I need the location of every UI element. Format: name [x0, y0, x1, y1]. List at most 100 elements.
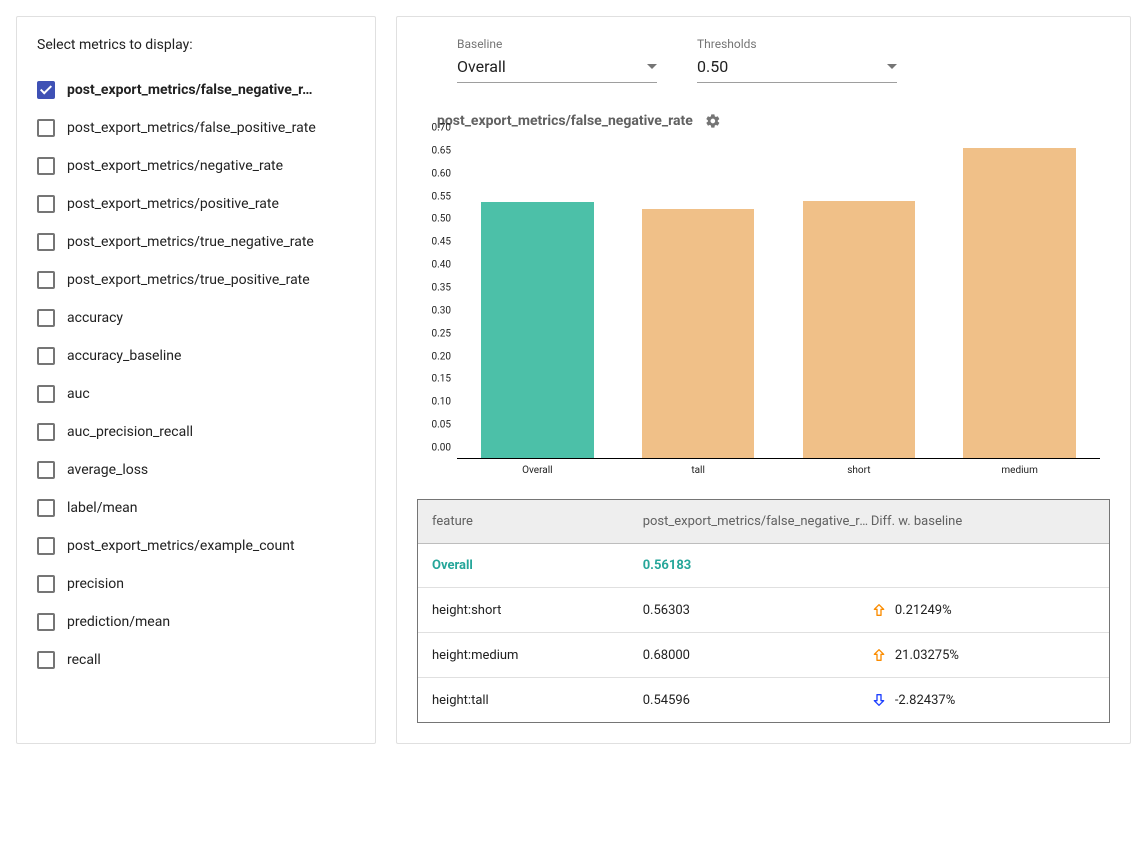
cell-metric: 0.54596	[643, 693, 871, 708]
cell-feature: height:tall	[428, 693, 643, 708]
y-tick: 0.15	[432, 374, 452, 385]
sidebar-title: Select metrics to display:	[37, 37, 355, 53]
diff-value: 0.21249%	[895, 603, 952, 618]
y-tick: 0.65	[432, 145, 452, 156]
metric-item[interactable]: auc_precision_recall	[37, 413, 355, 451]
metric-item[interactable]: recall	[37, 641, 355, 679]
cell-diff: 21.03275%	[871, 647, 1099, 663]
metric-label: post_export_metrics/positive_rate	[67, 196, 279, 212]
checkbox[interactable]	[37, 119, 55, 137]
checkbox[interactable]	[37, 233, 55, 251]
metric-list: post_export_metrics/false_negative_r…pos…	[37, 71, 355, 679]
metric-label: post_export_metrics/true_positive_rate	[67, 272, 310, 288]
main-panel: Baseline Overall Thresholds 0.50 post_ex…	[396, 16, 1131, 744]
checkbox[interactable]	[37, 499, 55, 517]
baseline-value: Overall	[457, 57, 506, 76]
metric-item[interactable]: post_export_metrics/true_negative_rate	[37, 223, 355, 261]
chart-bar[interactable]	[642, 209, 755, 458]
x-label: Overall	[522, 465, 552, 476]
chart-title: post_export_metrics/false_negative_rate	[437, 113, 693, 129]
table-row[interactable]: Overall0.56183	[418, 544, 1109, 588]
metric-label: post_export_metrics/false_positive_rate	[67, 120, 316, 136]
col-metric: post_export_metrics/false_negative_rat…	[643, 514, 871, 529]
table-row[interactable]: height:tall0.54596-2.82437%	[418, 678, 1109, 722]
checkbox[interactable]	[37, 613, 55, 631]
y-tick: 0.45	[432, 237, 452, 248]
checkbox[interactable]	[37, 651, 55, 669]
metric-label: auc	[67, 386, 90, 402]
cell-feature: Overall	[428, 558, 643, 573]
baseline-dropdown[interactable]: Baseline Overall	[457, 37, 657, 83]
metric-label: accuracy	[67, 310, 123, 326]
metric-label: label/mean	[67, 500, 138, 516]
arrow-up-icon	[871, 602, 887, 618]
metric-item[interactable]: auc	[37, 375, 355, 413]
metric-item[interactable]: label/mean	[37, 489, 355, 527]
metric-label: post_export_metrics/true_negative_rate	[67, 234, 314, 250]
checkbox[interactable]	[37, 271, 55, 289]
checkbox[interactable]	[37, 81, 55, 99]
col-feature: feature	[428, 514, 643, 529]
metric-item[interactable]: post_export_metrics/true_positive_rate	[37, 261, 355, 299]
chart-bar[interactable]	[803, 201, 916, 458]
thresholds-dropdown[interactable]: Thresholds 0.50	[697, 37, 897, 83]
gear-icon[interactable]	[705, 113, 721, 129]
metric-item[interactable]: average_loss	[37, 451, 355, 489]
cell-diff: 0.21249%	[871, 602, 1099, 618]
y-tick: 0.40	[432, 260, 452, 271]
metric-label: auc_precision_recall	[67, 424, 193, 440]
y-tick: 0.50	[432, 214, 452, 225]
cell-metric: 0.56303	[643, 603, 871, 618]
metric-item[interactable]: post_export_metrics/false_positive_rate	[37, 109, 355, 147]
metric-label: post_export_metrics/negative_rate	[67, 158, 283, 174]
metric-item[interactable]: post_export_metrics/example_count	[37, 527, 355, 565]
table-row[interactable]: height:medium0.68000 21.03275%	[418, 633, 1109, 678]
checkbox[interactable]	[37, 423, 55, 441]
checkbox[interactable]	[37, 195, 55, 213]
arrow-up-icon	[871, 647, 887, 663]
checkbox[interactable]	[37, 385, 55, 403]
x-label: short	[847, 465, 870, 476]
col-diff: Diff. w. baseline	[871, 514, 1099, 529]
checkbox[interactable]	[37, 157, 55, 175]
dropdown-row: Baseline Overall Thresholds 0.50	[417, 37, 1110, 83]
checkbox[interactable]	[37, 347, 55, 365]
x-label: tall	[691, 465, 705, 476]
metric-label: post_export_metrics/example_count	[67, 538, 295, 554]
metric-label: post_export_metrics/false_negative_r…	[67, 82, 313, 98]
y-tick: 0.55	[432, 191, 452, 202]
diff-value: 21.03275%	[895, 648, 959, 663]
metric-label: prediction/mean	[67, 614, 170, 630]
metric-item[interactable]: post_export_metrics/positive_rate	[37, 185, 355, 223]
checkbox[interactable]	[37, 575, 55, 593]
y-tick: 0.20	[432, 351, 452, 362]
bar-chart: 0.000.050.100.150.200.250.300.350.400.45…	[417, 139, 1110, 479]
metric-item[interactable]: post_export_metrics/negative_rate	[37, 147, 355, 185]
cell-diff: -2.82437%	[871, 692, 1099, 708]
checkbox[interactable]	[37, 537, 55, 555]
y-tick: 0.25	[432, 328, 452, 339]
metric-item[interactable]: precision	[37, 565, 355, 603]
y-tick: 0.60	[432, 168, 452, 179]
metric-item[interactable]: prediction/mean	[37, 603, 355, 641]
table-row[interactable]: height:short0.56303 0.21249%	[418, 588, 1109, 633]
cell-feature: height:short	[428, 603, 643, 618]
cell-metric: 0.68000	[643, 648, 871, 663]
thresholds-label: Thresholds	[697, 37, 897, 51]
metric-item[interactable]: accuracy	[37, 299, 355, 337]
metric-item[interactable]: post_export_metrics/false_negative_r…	[37, 71, 355, 109]
metric-label: accuracy_baseline	[67, 348, 181, 364]
chevron-down-icon	[647, 64, 657, 69]
chart-bar[interactable]	[963, 148, 1076, 458]
y-tick: 0.10	[432, 397, 452, 408]
table-header: feature post_export_metrics/false_negati…	[418, 500, 1109, 544]
checkbox[interactable]	[37, 309, 55, 327]
checkbox[interactable]	[37, 461, 55, 479]
cell-feature: height:medium	[428, 648, 643, 663]
y-tick: 0.35	[432, 283, 452, 294]
chevron-down-icon	[887, 64, 897, 69]
cell-metric: 0.56183	[643, 558, 871, 573]
chart-bar[interactable]	[481, 202, 594, 458]
baseline-label: Baseline	[457, 37, 657, 51]
metric-item[interactable]: accuracy_baseline	[37, 337, 355, 375]
